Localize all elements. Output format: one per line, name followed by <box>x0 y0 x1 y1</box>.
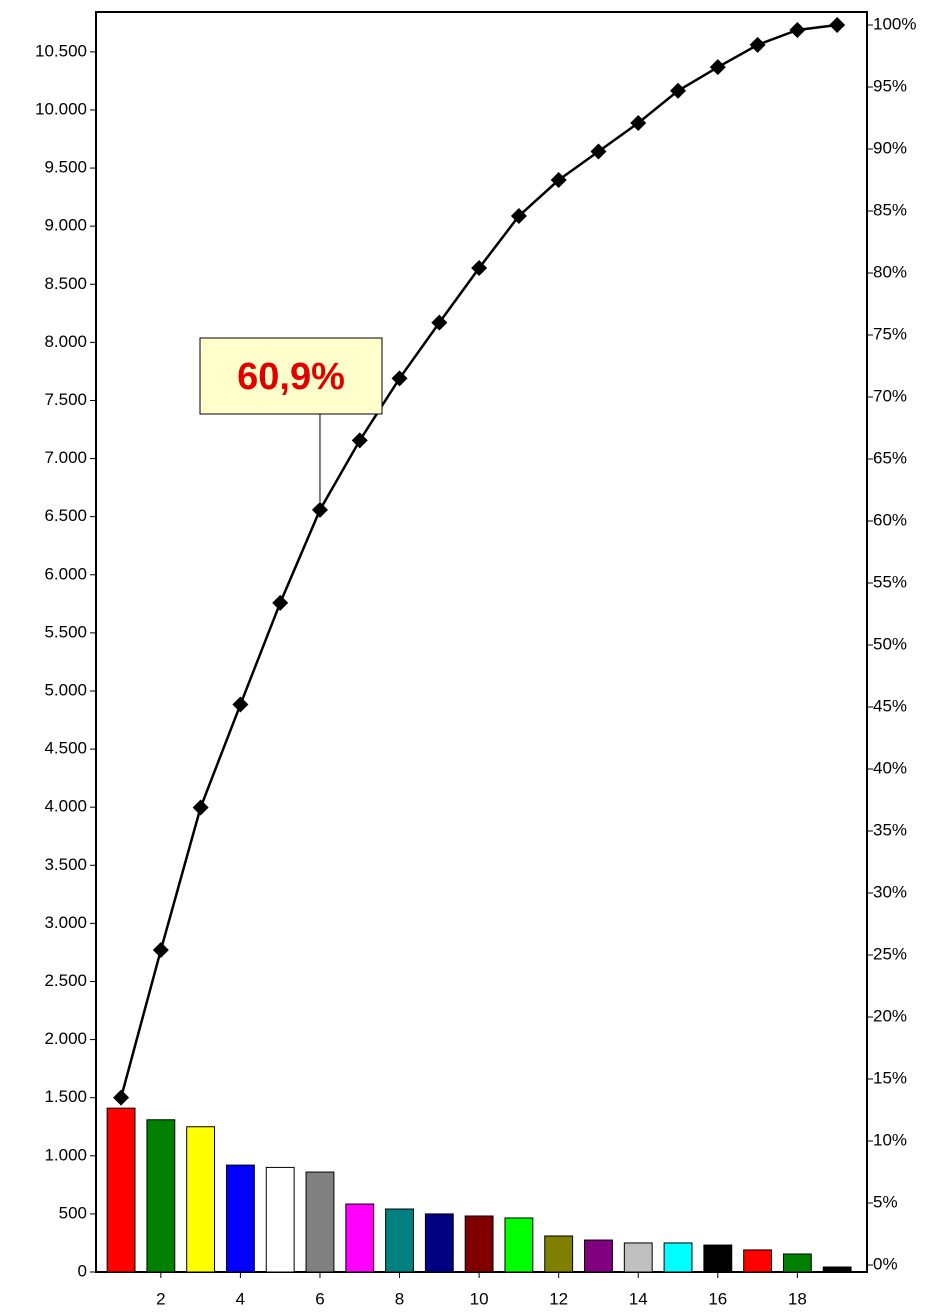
marker <box>471 260 488 277</box>
y2-tick-label: 80% <box>873 262 907 281</box>
bar <box>265 1166 295 1273</box>
marker <box>670 82 687 99</box>
bar <box>504 1217 534 1273</box>
x-tick-label: 4 <box>236 1289 245 1308</box>
x-tick-label: 18 <box>788 1289 807 1308</box>
bar <box>623 1242 653 1273</box>
y-tick-label: 8.000 <box>44 332 87 351</box>
marker <box>789 21 806 38</box>
marker <box>749 36 766 53</box>
y-tick-label: 500 <box>59 1203 87 1222</box>
x-tick-label: 14 <box>629 1289 648 1308</box>
bar <box>345 1203 375 1273</box>
y2-tick-label: 20% <box>873 1006 907 1025</box>
x-tick-label: 2 <box>156 1289 165 1308</box>
marker <box>590 143 607 160</box>
y2-tick-label: 95% <box>873 77 907 96</box>
y2-tick-label: 35% <box>873 820 907 839</box>
y2-tick-label: 25% <box>873 944 907 963</box>
marker <box>431 314 448 331</box>
marker <box>630 114 647 131</box>
bar <box>424 1213 454 1273</box>
y-tick-label: 6.000 <box>44 564 87 583</box>
marker <box>829 17 846 34</box>
marker <box>311 501 328 518</box>
bar <box>385 1208 414 1273</box>
y2-tick-label: 10% <box>873 1130 907 1149</box>
marker <box>232 696 249 713</box>
y2-tick-label: 90% <box>873 139 907 158</box>
y-tick-label: 3.000 <box>44 913 87 932</box>
marker <box>709 59 726 76</box>
y2-tick-label: 30% <box>873 882 907 901</box>
y-tick-label: 10.000 <box>35 99 87 118</box>
y2-tick-label: 65% <box>873 448 907 467</box>
bar <box>822 1266 852 1273</box>
y2-tick-label: 45% <box>873 696 907 715</box>
y2-tick-label: 5% <box>873 1192 898 1211</box>
marker <box>152 942 169 959</box>
y-tick-label: 4.500 <box>44 739 87 758</box>
y-tick-label: 8.500 <box>44 274 87 293</box>
x-tick-label: 12 <box>549 1289 568 1308</box>
bar <box>225 1164 255 1273</box>
y2-tick-label: 100% <box>873 15 916 34</box>
y-tick-label: 4.000 <box>44 797 87 816</box>
annotation-box <box>199 337 383 415</box>
y-tick-label: 5.000 <box>44 680 87 699</box>
y-tick-label: 3.500 <box>44 855 87 874</box>
y-tick-label: 0 <box>78 1261 87 1280</box>
y-tick-label: 2.500 <box>44 971 87 990</box>
y-tick-label: 1.500 <box>44 1087 87 1106</box>
bar <box>584 1239 613 1273</box>
y-tick-label: 2.000 <box>44 1029 87 1048</box>
bar <box>146 1119 176 1273</box>
y-tick-label: 7.000 <box>44 448 87 467</box>
y2-tick-label: 55% <box>873 572 907 591</box>
bar <box>186 1126 216 1273</box>
y2-tick-label: 75% <box>873 324 907 343</box>
bar <box>464 1215 494 1273</box>
bar <box>544 1235 574 1273</box>
y2-tick-label: 40% <box>873 758 907 777</box>
bar <box>703 1244 733 1273</box>
y-tick-label: 10.500 <box>35 41 87 60</box>
marker <box>391 370 408 387</box>
y2-tick-label: 85% <box>873 201 907 220</box>
y-tick-label: 1.000 <box>44 1145 87 1164</box>
x-tick-label: 8 <box>395 1289 404 1308</box>
marker <box>351 432 368 449</box>
y2-tick-label: 50% <box>873 634 907 653</box>
plot-frame <box>95 11 868 1273</box>
y2-tick-label: 60% <box>873 510 907 529</box>
y2-tick-label: 0% <box>873 1254 898 1273</box>
bar <box>305 1171 335 1273</box>
y2-tick-label: 15% <box>873 1068 907 1087</box>
bar <box>743 1249 773 1273</box>
marker <box>550 172 567 189</box>
y2-tick-label: 70% <box>873 386 907 405</box>
x-tick-label: 6 <box>315 1289 324 1308</box>
y-tick-label: 9.500 <box>44 158 87 177</box>
marker <box>192 799 209 816</box>
marker <box>272 594 289 611</box>
y-tick-label: 5.500 <box>44 622 87 641</box>
annotation: 60,9% <box>237 356 345 398</box>
bar <box>106 1107 136 1273</box>
bar <box>782 1253 812 1273</box>
x-tick-label: 16 <box>708 1289 727 1308</box>
y-tick-label: 9.000 <box>44 216 87 235</box>
marker <box>113 1089 130 1106</box>
x-tick-label: 10 <box>470 1289 489 1308</box>
marker <box>510 207 527 224</box>
y-tick-label: 7.500 <box>44 390 87 409</box>
bar <box>663 1242 693 1273</box>
y-tick-label: 6.500 <box>44 506 87 525</box>
